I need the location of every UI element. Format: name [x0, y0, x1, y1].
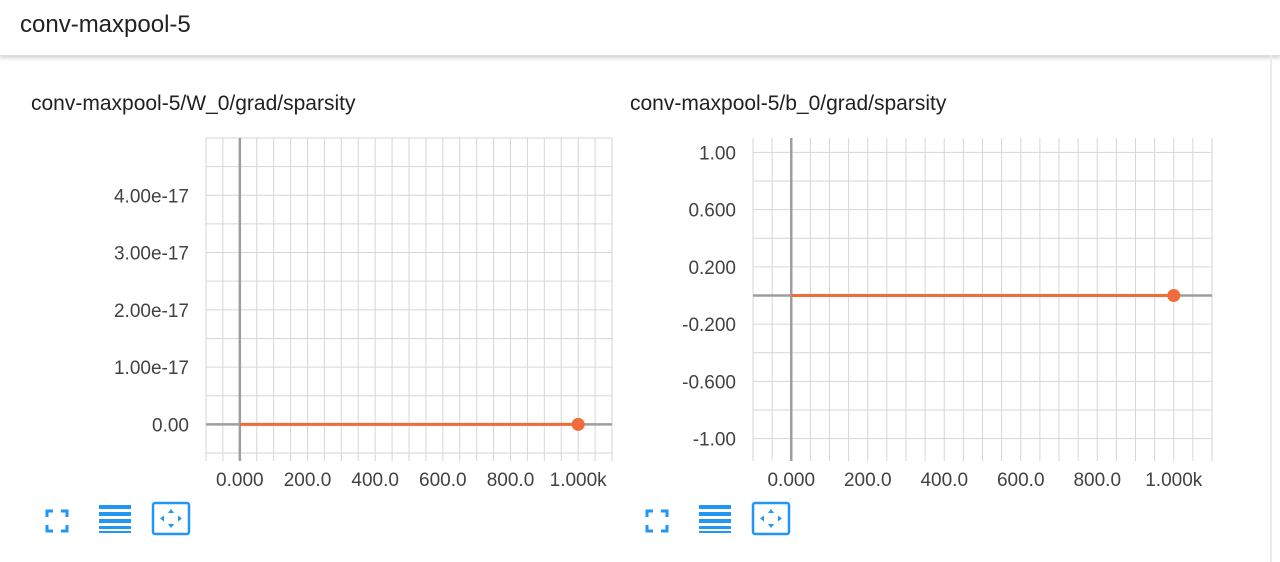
x-tick-label: 0.000 [216, 470, 264, 491]
y-tick-label: 0.00 [152, 415, 189, 436]
toggle-log-scale-button[interactable] [96, 500, 136, 538]
fullscreen-button[interactable] [640, 500, 680, 538]
y-tick-label: 1.00e-17 [114, 358, 189, 379]
x-tick-label: 800.0 [1073, 470, 1121, 491]
run-group-title: conv-maxpool-5 [20, 11, 191, 38]
x-tick-label: 400.0 [920, 470, 968, 491]
x-tick-label: 600.0 [419, 470, 467, 491]
x-tick-label: 0.000 [767, 470, 815, 491]
y-tick-label: 0.600 [688, 201, 736, 222]
run-group-header[interactable]: conv-maxpool-5 [0, 0, 1280, 56]
x-tick-label: 1.000k [1145, 470, 1203, 491]
toggle-log-scale-icon [699, 505, 731, 533]
fullscreen-icon [45, 509, 69, 533]
x-tick-label: 200.0 [844, 470, 892, 491]
scalar-chart-card: conv-maxpool-5/b_0/grad/sparsity -1.00 -0… [600, 60, 1213, 560]
y-tick-label: 2.00e-17 [114, 301, 189, 322]
series-point [1167, 289, 1181, 302]
y-tick-label: 1.00 [699, 143, 736, 164]
scalar-chart-card: conv-maxpool-5/W_0/grad/sparsity 0.00 1.0… [0, 60, 613, 560]
scalar-chart-plot[interactable]: 0.00 1.00e-17 2.00e-17 3.00e-17 4.00e-17 0.00… [0, 60, 620, 500]
x-tick-label: 800.0 [487, 470, 535, 491]
fit-domain-button[interactable] [751, 500, 791, 538]
x-tick-label: 600.0 [997, 470, 1045, 491]
y-tick-label: 0.200 [688, 258, 736, 279]
y-tick-label: -0.600 [682, 372, 736, 393]
fit-domain-icon [151, 501, 191, 536]
fullscreen-button[interactable] [40, 500, 80, 538]
y-tick-label: 3.00e-17 [114, 244, 189, 265]
x-tick-label: 200.0 [284, 470, 332, 491]
toggle-log-scale-icon [99, 505, 131, 533]
y-tick-label: 4.00e-17 [114, 186, 189, 207]
y-tick-label: -0.200 [682, 315, 736, 336]
scrollbar-track[interactable] [1270, 55, 1272, 562]
x-tick-label: 400.0 [351, 470, 399, 491]
fullscreen-icon [645, 509, 669, 533]
x-tick-label: 1.000k [550, 470, 608, 491]
fit-domain-button[interactable] [151, 500, 191, 538]
scalar-chart-plot[interactable]: -1.00 -0.600 -0.200 0.200 0.600 1.00 0.000 200.… [600, 60, 1220, 500]
series-point [571, 417, 585, 431]
chart-title: conv-maxpool-5/W_0/grad/sparsity [31, 92, 356, 115]
chart-title: conv-maxpool-5/b_0/grad/sparsity [630, 92, 947, 115]
toggle-log-scale-button[interactable] [696, 500, 736, 538]
y-tick-label: -1.00 [693, 430, 736, 451]
fit-domain-icon [751, 501, 791, 536]
